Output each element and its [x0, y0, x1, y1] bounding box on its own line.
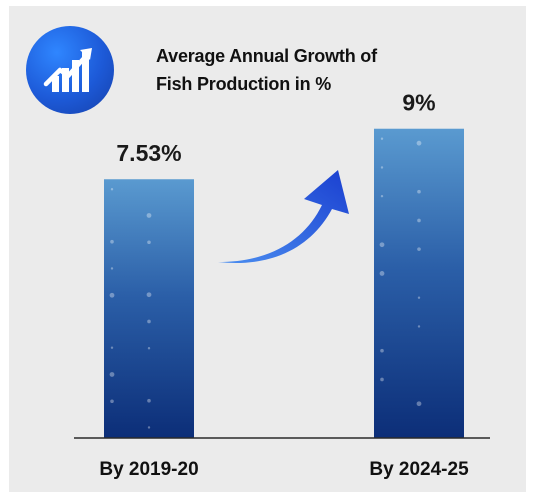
bar-0	[104, 179, 194, 438]
bar-texture-dot	[110, 399, 114, 404]
bar-texture-dot	[110, 188, 114, 191]
bar-texture-dot	[147, 426, 151, 429]
bar-texture-dot	[146, 292, 152, 298]
bar-texture-dot	[380, 377, 384, 382]
bar-texture-dot	[147, 240, 151, 245]
bar-texture-dot	[110, 239, 114, 244]
data-label-1: 9%	[402, 90, 435, 116]
bar-texture-dot	[417, 247, 421, 251]
bar-texture-dot	[109, 292, 115, 298]
bar-texture-dot	[416, 401, 422, 407]
growth-chart-icon	[26, 26, 114, 114]
bar-texture-dot	[146, 213, 152, 218]
bar-texture-dot	[417, 218, 421, 223]
bar-texture-dot	[109, 372, 115, 377]
bar-texture-dot	[416, 140, 422, 146]
bar-texture-dot	[110, 346, 114, 349]
data-label-0: 7.53%	[116, 140, 181, 166]
bar-texture-dot	[417, 189, 421, 194]
bar-texture-dot	[417, 325, 421, 328]
bar-texture-dot	[379, 242, 385, 248]
bar-texture-dot	[380, 348, 384, 353]
bar-texture-dot	[147, 347, 151, 350]
bar-texture-dot	[417, 296, 421, 299]
title-line-2: Fish Production in %	[156, 74, 331, 94]
title-line-1: Average Annual Growth of	[156, 46, 377, 66]
bar-texture-dot	[110, 267, 114, 270]
growth-arrow-icon	[218, 170, 349, 263]
bar-1	[374, 128, 464, 438]
bar-texture-dot	[380, 166, 384, 169]
x-tick-label-1: By 2024-25	[369, 459, 469, 480]
header: Average Annual Growth of Fish Production…	[26, 26, 506, 116]
bar-texture-dot	[380, 137, 384, 140]
x-tick-label-0: By 2019-20	[99, 459, 198, 480]
bar-texture-dot	[147, 398, 151, 403]
chart-title: Average Annual Growth of Fish Production…	[156, 42, 377, 98]
bar-texture-dot	[147, 319, 151, 324]
bar-texture-dot	[380, 194, 384, 198]
bar-texture-dot	[379, 271, 385, 276]
